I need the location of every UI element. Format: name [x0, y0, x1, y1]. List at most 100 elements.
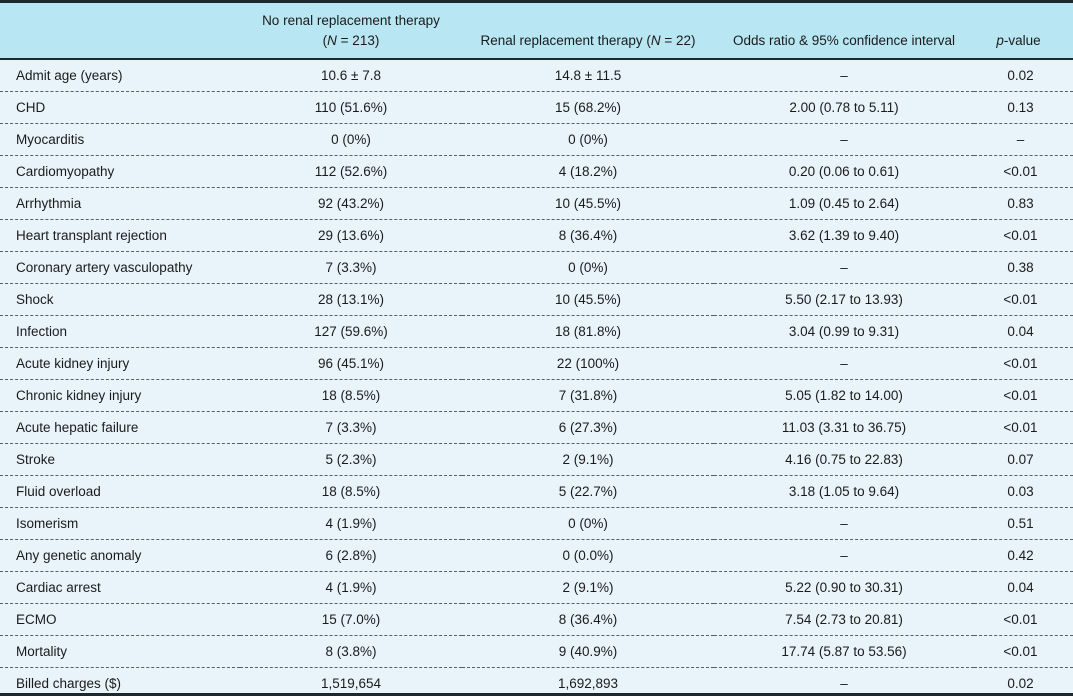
cell-or-ci: 2.00 (0.78 to 5.11): [714, 91, 974, 124]
row-label: Acute kidney injury: [0, 347, 240, 380]
cell-p-value: <0.01: [974, 155, 1073, 188]
header-no-rrt: No renal replacement therapy (N = 213): [240, 3, 462, 61]
cell-or-ci: 5.22 (0.90 to 30.31): [714, 571, 974, 604]
table-row: Admit age (years) 10.6 ± 7.8 14.8 ± 11.5…: [0, 59, 1073, 92]
row-label: Fluid overload: [0, 475, 240, 508]
cell-p-value: 0.04: [974, 571, 1073, 604]
cell-rrt: 15 (68.2%): [462, 91, 714, 124]
header-row: No renal replacement therapy (N = 213) R…: [0, 3, 1073, 61]
cell-or-ci: –: [714, 123, 974, 156]
cell-p-value: 0.02: [974, 667, 1073, 693]
cell-rrt: 10 (45.5%): [462, 283, 714, 316]
cell-no-rrt: 1,519,654: [240, 667, 462, 693]
cell-p-value: 0.04: [974, 315, 1073, 348]
cell-rrt: 22 (100%): [462, 347, 714, 380]
table-body: Admit age (years) 10.6 ± 7.8 14.8 ± 11.5…: [0, 59, 1073, 693]
cell-p-value: 0.02: [974, 59, 1073, 92]
cell-p-value: –: [974, 123, 1073, 156]
cell-rrt: 8 (36.4%): [462, 603, 714, 636]
cell-rrt: 10 (45.5%): [462, 187, 714, 220]
table-row: Isomerism 4 (1.9%) 0 (0%) – 0.51: [0, 507, 1073, 540]
cell-no-rrt: 6 (2.8%): [240, 539, 462, 572]
cell-or-ci: 4.16 (0.75 to 22.83): [714, 443, 974, 476]
cell-rrt: 14.8 ± 11.5: [462, 59, 714, 92]
cell-no-rrt: 28 (13.1%): [240, 283, 462, 316]
cell-rrt: 1,692,893: [462, 667, 714, 693]
header-p-value: p-value: [974, 3, 1073, 61]
cell-rrt: 18 (81.8%): [462, 315, 714, 348]
cell-no-rrt: 18 (8.5%): [240, 379, 462, 412]
p-symbol: p: [996, 32, 1004, 48]
n-symbol: N: [650, 32, 661, 48]
cell-or-ci: 7.54 (2.73 to 20.81): [714, 603, 974, 636]
cell-p-value: 0.51: [974, 507, 1073, 540]
row-label: Coronary artery vasculopathy: [0, 251, 240, 284]
row-label: Acute hepatic failure: [0, 411, 240, 444]
table-row: Any genetic anomaly 6 (2.8%) 0 (0.0%) – …: [0, 539, 1073, 572]
cell-rrt: 0 (0.0%): [462, 539, 714, 572]
row-label: Isomerism: [0, 507, 240, 540]
cell-or-ci: 3.18 (1.05 to 9.64): [714, 475, 974, 508]
cell-or-ci: –: [714, 251, 974, 284]
cell-no-rrt: 29 (13.6%): [240, 219, 462, 252]
row-label: Mortality: [0, 635, 240, 668]
cell-or-ci: –: [714, 539, 974, 572]
cell-rrt: 0 (0%): [462, 507, 714, 540]
cell-rrt: 6 (27.3%): [462, 411, 714, 444]
table-row: Shock 28 (13.1%) 10 (45.5%) 5.50 (2.17 t…: [0, 283, 1073, 316]
row-label: Infection: [0, 315, 240, 348]
cell-no-rrt: 112 (52.6%): [240, 155, 462, 188]
cell-no-rrt: 92 (43.2%): [240, 187, 462, 220]
cell-no-rrt: 4 (1.9%): [240, 571, 462, 604]
n-symbol: N: [327, 32, 337, 48]
header-rrt: Renal replacement therapy (N = 22): [462, 3, 714, 61]
row-label: Myocarditis: [0, 123, 240, 156]
cell-p-value: <0.01: [974, 347, 1073, 380]
header-variable: [0, 3, 240, 61]
table-row: ECMO 15 (7.0%) 8 (36.4%) 7.54 (2.73 to 2…: [0, 603, 1073, 636]
cell-or-ci: 1.09 (0.45 to 2.64): [714, 187, 974, 220]
cell-no-rrt: 10.6 ± 7.8: [240, 59, 462, 92]
cell-or-ci: –: [714, 59, 974, 92]
cell-rrt: 4 (18.2%): [462, 155, 714, 188]
cell-no-rrt: 7 (3.3%): [240, 251, 462, 284]
cell-or-ci: 3.62 (1.39 to 9.40): [714, 219, 974, 252]
table-row: Acute kidney injury 96 (45.1%) 22 (100%)…: [0, 347, 1073, 380]
header-no-rrt-line2: (N = 213): [322, 32, 380, 48]
cell-rrt: 0 (0%): [462, 251, 714, 284]
cell-no-rrt: 96 (45.1%): [240, 347, 462, 380]
cell-p-value: <0.01: [974, 411, 1073, 444]
row-label: Heart transplant rejection: [0, 219, 240, 252]
cell-no-rrt: 7 (3.3%): [240, 411, 462, 444]
cell-p-value: <0.01: [974, 219, 1073, 252]
table-row: Infection 127 (59.6%) 18 (81.8%) 3.04 (0…: [0, 315, 1073, 348]
cell-p-value: <0.01: [974, 635, 1073, 668]
table-row: Stroke 5 (2.3%) 2 (9.1%) 4.16 (0.75 to 2…: [0, 443, 1073, 476]
table-row: CHD 110 (51.6%) 15 (68.2%) 2.00 (0.78 to…: [0, 91, 1073, 124]
row-label: Billed charges ($): [0, 667, 240, 693]
cell-rrt: 9 (40.9%): [462, 635, 714, 668]
cell-p-value: 0.13: [974, 91, 1073, 124]
cell-or-ci: –: [714, 667, 974, 693]
cell-or-ci: 5.05 (1.82 to 14.00): [714, 379, 974, 412]
cell-rrt: 0 (0%): [462, 123, 714, 156]
cell-no-rrt: 8 (3.8%): [240, 635, 462, 668]
header-odds-ratio-ci: Odds ratio & 95% confidence interval: [714, 3, 974, 61]
row-label: Cardiac arrest: [0, 571, 240, 604]
table-row: Fluid overload 18 (8.5%) 5 (22.7%) 3.18 …: [0, 475, 1073, 508]
row-label: Admit age (years): [0, 59, 240, 92]
cell-or-ci: 0.20 (0.06 to 0.61): [714, 155, 974, 188]
table-row: Acute hepatic failure 7 (3.3%) 6 (27.3%)…: [0, 411, 1073, 444]
row-label: Stroke: [0, 443, 240, 476]
cell-or-ci: 11.03 (3.31 to 36.75): [714, 411, 974, 444]
table-row: Cardiomyopathy 112 (52.6%) 4 (18.2%) 0.2…: [0, 155, 1073, 188]
row-label: ECMO: [0, 603, 240, 636]
row-label: Cardiomyopathy: [0, 155, 240, 188]
cell-p-value: <0.01: [974, 379, 1073, 412]
row-label: Chronic kidney injury: [0, 379, 240, 412]
table-row: Arrhythmia 92 (43.2%) 10 (45.5%) 1.09 (0…: [0, 187, 1073, 220]
table-row: Chronic kidney injury 18 (8.5%) 7 (31.8%…: [0, 379, 1073, 412]
cell-no-rrt: 127 (59.6%): [240, 315, 462, 348]
cell-rrt: 5 (22.7%): [462, 475, 714, 508]
cell-or-ci: 5.50 (2.17 to 13.93): [714, 283, 974, 316]
